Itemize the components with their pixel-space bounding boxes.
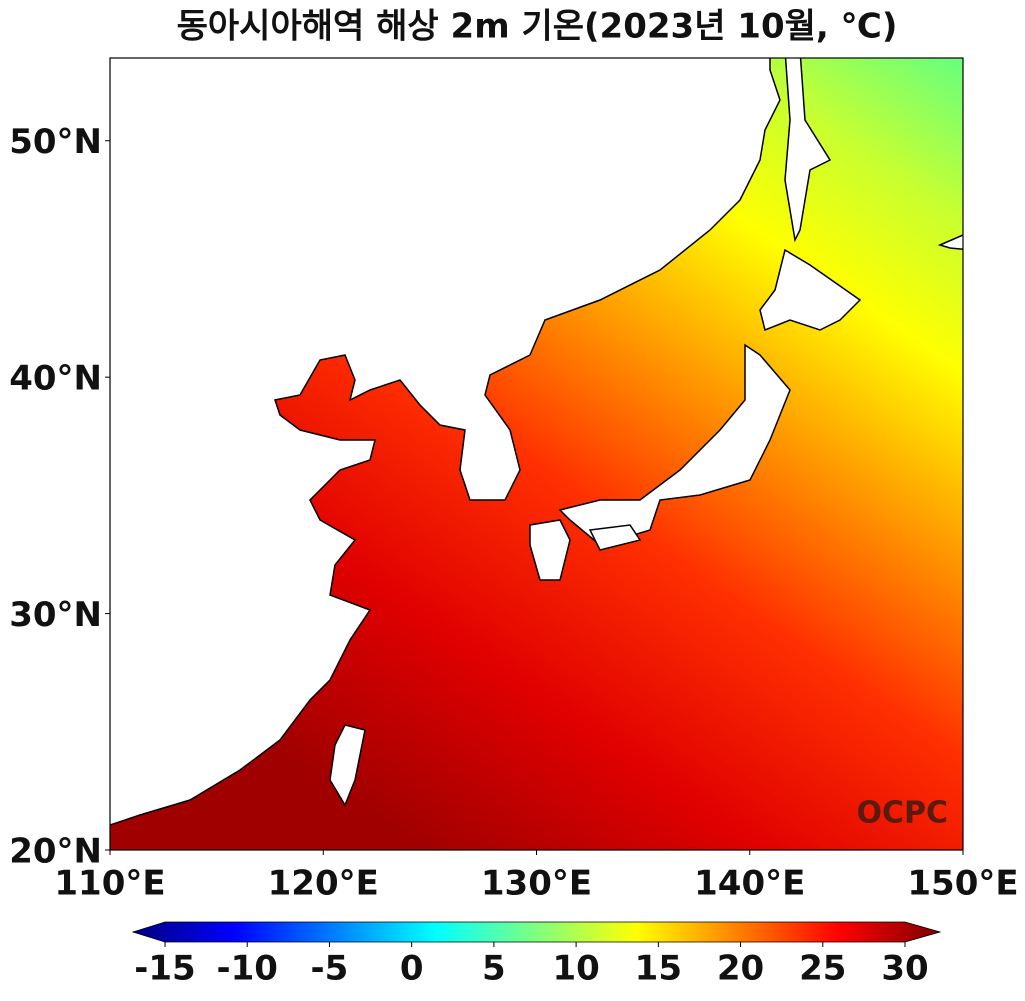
y-tick-label: 30°N xyxy=(9,595,102,635)
colorbar xyxy=(131,921,942,943)
colorbar-tick-label: -5 xyxy=(311,949,349,989)
x-tick-label: 150°E xyxy=(907,864,1018,904)
colorbar-tick-label: 10 xyxy=(552,949,599,989)
map-area xyxy=(110,58,963,850)
colorbar-tick-label: 20 xyxy=(717,949,764,989)
colorbar-tick-label: -15 xyxy=(134,949,195,989)
honshu xyxy=(558,343,791,546)
y-tick-label: 40°N xyxy=(9,359,102,399)
mainland xyxy=(110,58,781,826)
kyushu xyxy=(529,519,571,581)
colorbar-tick-label: 5 xyxy=(482,949,506,989)
x-tick-label: 130°E xyxy=(481,864,592,904)
x-tick-label: 110°E xyxy=(54,864,165,904)
colorbar-tick-label: 30 xyxy=(881,949,928,989)
taiwan xyxy=(329,724,366,807)
x-tick-label: 120°E xyxy=(268,864,379,904)
hokkaido xyxy=(759,248,862,332)
y-tick-label: 20°N xyxy=(9,832,102,872)
colorbar-tick-label: 25 xyxy=(799,949,846,989)
x-tick-label: 140°E xyxy=(694,864,805,904)
shikoku xyxy=(588,524,642,551)
kamchatka-edge xyxy=(937,234,963,251)
watermark: OCPC xyxy=(856,796,948,831)
colorbar-tick-label: 0 xyxy=(400,949,424,989)
colorbar-tick-label: 15 xyxy=(635,949,682,989)
colorbar-tick-label: -10 xyxy=(217,949,278,989)
sakhalin xyxy=(784,58,832,243)
chart-title: 동아시아해역 해상 2m 기온(2023년 10월, ℃) xyxy=(177,7,898,47)
y-tick-label: 50°N xyxy=(9,122,102,162)
